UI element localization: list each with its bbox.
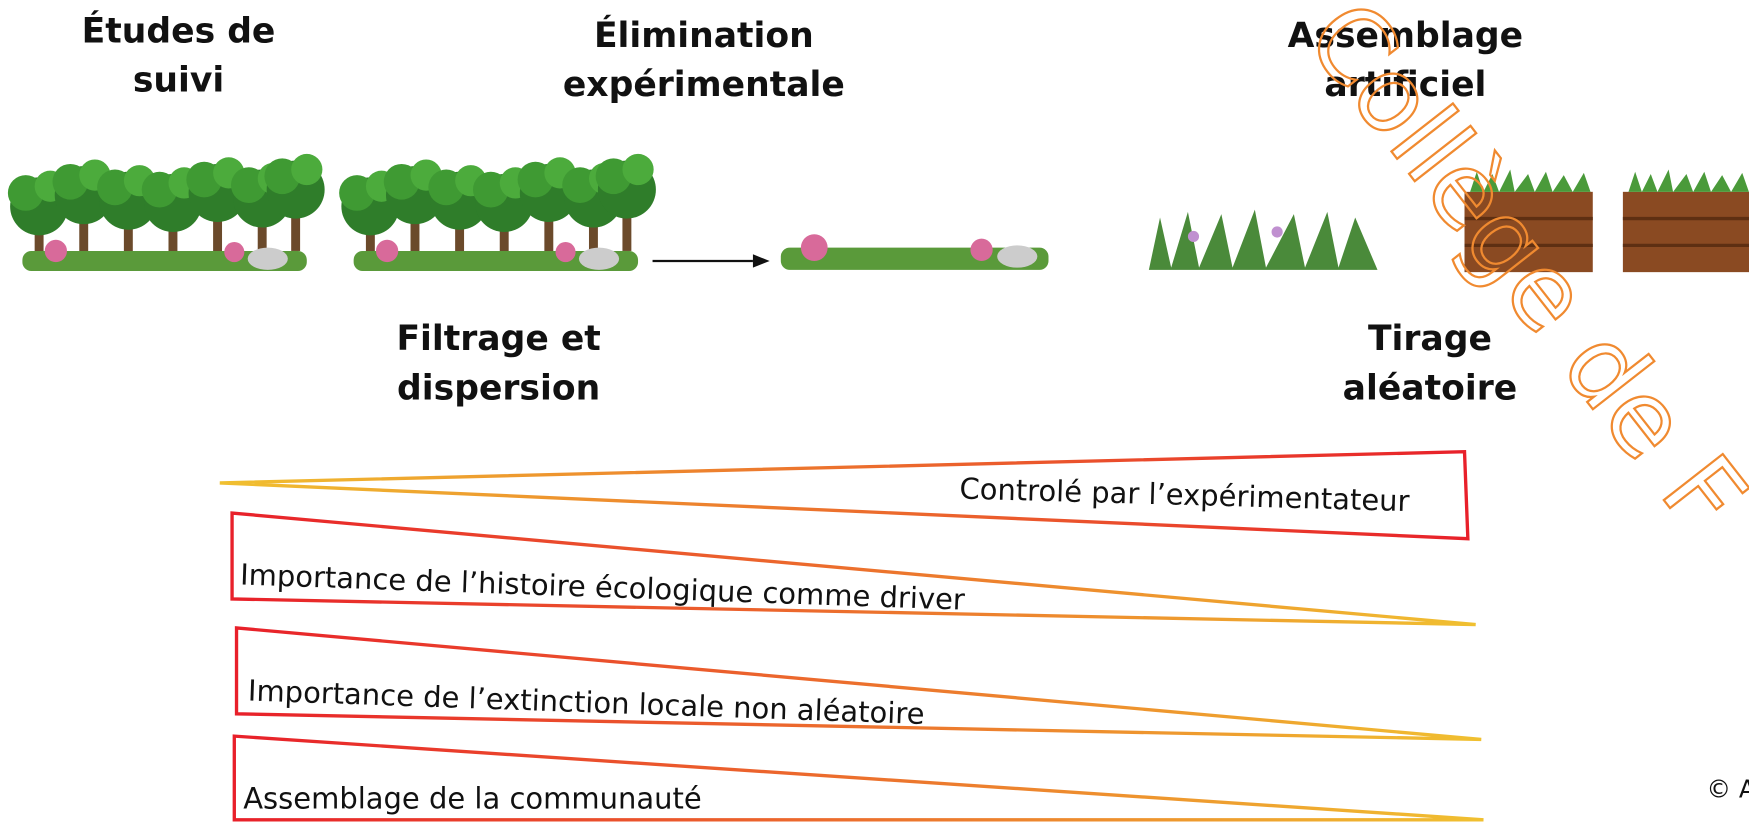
- diagram: Études de suivi Élimination expérimental…: [0, 0, 1749, 822]
- page: Études de suivi Élimination expérimental…: [0, 0, 1749, 822]
- label: Études de: [82, 10, 276, 51]
- watermark: Collège de F: [1283, 0, 1749, 554]
- wedge-label: Assemblage de la communauté: [243, 782, 701, 816]
- bottom-labels: Filtrage et dispersion Tirage aléatoire: [396, 319, 1517, 408]
- label: suivi: [133, 60, 224, 100]
- wedge-label: Controlé par l’expérimentateur: [959, 472, 1410, 519]
- label: Filtrage et: [396, 319, 600, 359]
- label: expérimentale: [563, 65, 845, 105]
- label: dispersion: [397, 368, 600, 408]
- label: aléatoire: [1343, 368, 1518, 408]
- gradients: Controlé par l’expérimentateur Importanc…: [220, 452, 1484, 820]
- credit: © Apolline: [1707, 774, 1749, 803]
- label: Tirage: [1368, 319, 1492, 359]
- label: Élimination: [594, 15, 814, 56]
